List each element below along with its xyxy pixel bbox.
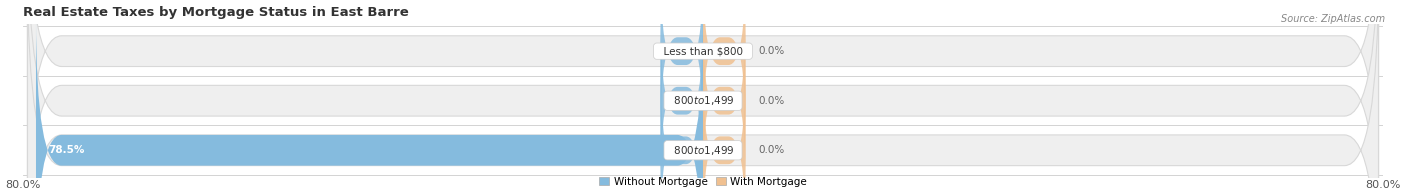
FancyBboxPatch shape xyxy=(661,65,703,196)
FancyBboxPatch shape xyxy=(28,0,1378,196)
FancyBboxPatch shape xyxy=(661,0,703,136)
Text: 0.0%: 0.0% xyxy=(758,46,785,56)
FancyBboxPatch shape xyxy=(28,0,1378,196)
Text: $800 to $1,499: $800 to $1,499 xyxy=(666,94,740,107)
Text: 78.5%: 78.5% xyxy=(49,145,86,155)
Text: Source: ZipAtlas.com: Source: ZipAtlas.com xyxy=(1281,14,1385,24)
Text: 0.0%: 0.0% xyxy=(758,96,785,106)
Text: Real Estate Taxes by Mortgage Status in East Barre: Real Estate Taxes by Mortgage Status in … xyxy=(24,5,409,19)
FancyBboxPatch shape xyxy=(661,15,703,186)
FancyBboxPatch shape xyxy=(703,0,745,136)
Text: 0.0%: 0.0% xyxy=(668,96,695,106)
Text: 0.0%: 0.0% xyxy=(758,145,785,155)
FancyBboxPatch shape xyxy=(703,15,745,186)
Legend: Without Mortgage, With Mortgage: Without Mortgage, With Mortgage xyxy=(595,172,811,191)
FancyBboxPatch shape xyxy=(28,0,1378,196)
Text: $800 to $1,499: $800 to $1,499 xyxy=(666,144,740,157)
Text: 0.0%: 0.0% xyxy=(668,46,695,56)
FancyBboxPatch shape xyxy=(37,17,703,196)
Text: Less than $800: Less than $800 xyxy=(657,46,749,56)
FancyBboxPatch shape xyxy=(703,65,745,196)
